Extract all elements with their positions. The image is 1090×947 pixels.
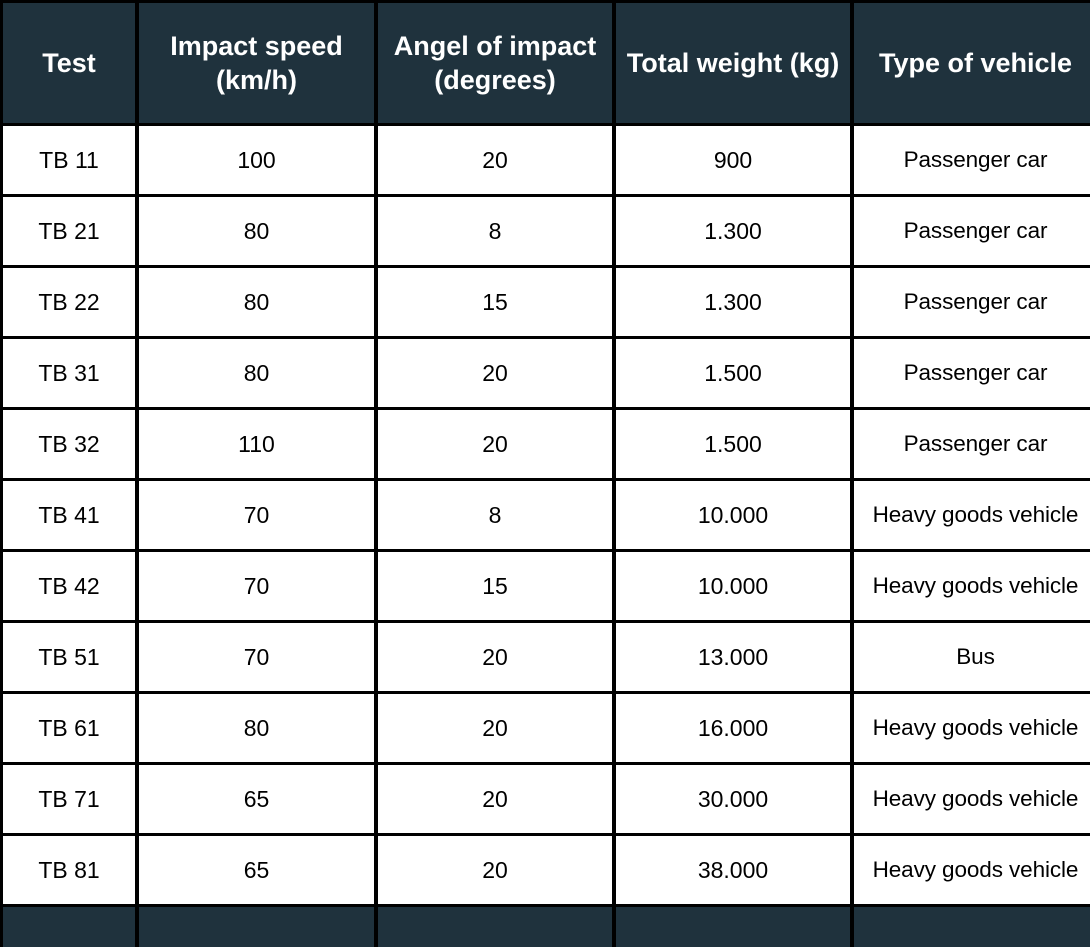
cell-test: TB 32 [3,410,135,478]
cell-test: TB 22 [3,268,135,336]
cell-total-weight: 1.500 [616,339,850,407]
cell-total-weight: 13.000 [616,623,850,691]
cell-angle-of-impact: 20 [378,410,612,478]
cell-test: TB 81 [3,836,135,904]
column-header-test: Test [3,3,135,123]
cell-total-weight: 1.300 [616,197,850,265]
cell-test: TB 42 [3,552,135,620]
cell-vehicle-type: Heavy goods vehicle [854,552,1090,620]
cell-total-weight: 10.000 [616,481,850,549]
table-footer-cell [616,907,850,947]
cell-impact-speed: 65 [139,836,374,904]
cell-impact-speed: 100 [139,126,374,194]
cell-test: TB 61 [3,694,135,762]
cell-impact-speed: 70 [139,481,374,549]
cell-total-weight: 1.500 [616,410,850,478]
table-footer-cell [854,907,1090,947]
cell-vehicle-type: Heavy goods vehicle [854,481,1090,549]
cell-vehicle-type: Heavy goods vehicle [854,836,1090,904]
table-footer-cell [3,907,135,947]
cell-total-weight: 1.300 [616,268,850,336]
cell-total-weight: 900 [616,126,850,194]
cell-test: TB 41 [3,481,135,549]
cell-total-weight: 10.000 [616,552,850,620]
cell-impact-speed: 110 [139,410,374,478]
cell-test: TB 71 [3,765,135,833]
cell-total-weight: 38.000 [616,836,850,904]
cell-angle-of-impact: 15 [378,268,612,336]
cell-test: TB 11 [3,126,135,194]
table-footer-cell [139,907,374,947]
cell-angle-of-impact: 20 [378,694,612,762]
cell-impact-speed: 80 [139,268,374,336]
cell-test: TB 31 [3,339,135,407]
cell-impact-speed: 80 [139,339,374,407]
cell-total-weight: 30.000 [616,765,850,833]
cell-vehicle-type: Passenger car [854,268,1090,336]
cell-impact-speed: 70 [139,552,374,620]
cell-total-weight: 16.000 [616,694,850,762]
cell-test: TB 51 [3,623,135,691]
cell-angle-of-impact: 20 [378,339,612,407]
cell-test: TB 21 [3,197,135,265]
cell-vehicle-type: Heavy goods vehicle [854,694,1090,762]
column-header-total-weight: Total weight (kg) [616,3,850,123]
cell-impact-speed: 80 [139,197,374,265]
cell-vehicle-type: Passenger car [854,339,1090,407]
cell-vehicle-type: Passenger car [854,410,1090,478]
cell-impact-speed: 70 [139,623,374,691]
column-header-impact-speed: Impact speed (km/h) [139,3,374,123]
column-header-angle-of-impact: Angel of impact (degrees) [378,3,612,123]
cell-angle-of-impact: 15 [378,552,612,620]
column-header-vehicle-type: Type of vehicle [854,3,1090,123]
cell-impact-speed: 65 [139,765,374,833]
cell-impact-speed: 80 [139,694,374,762]
cell-angle-of-impact: 20 [378,765,612,833]
cell-vehicle-type: Passenger car [854,126,1090,194]
cell-angle-of-impact: 20 [378,836,612,904]
cell-angle-of-impact: 8 [378,197,612,265]
cell-angle-of-impact: 8 [378,481,612,549]
cell-angle-of-impact: 20 [378,623,612,691]
cell-vehicle-type: Bus [854,623,1090,691]
cell-vehicle-type: Heavy goods vehicle [854,765,1090,833]
cell-vehicle-type: Passenger car [854,197,1090,265]
table-footer-cell [378,907,612,947]
cell-angle-of-impact: 20 [378,126,612,194]
